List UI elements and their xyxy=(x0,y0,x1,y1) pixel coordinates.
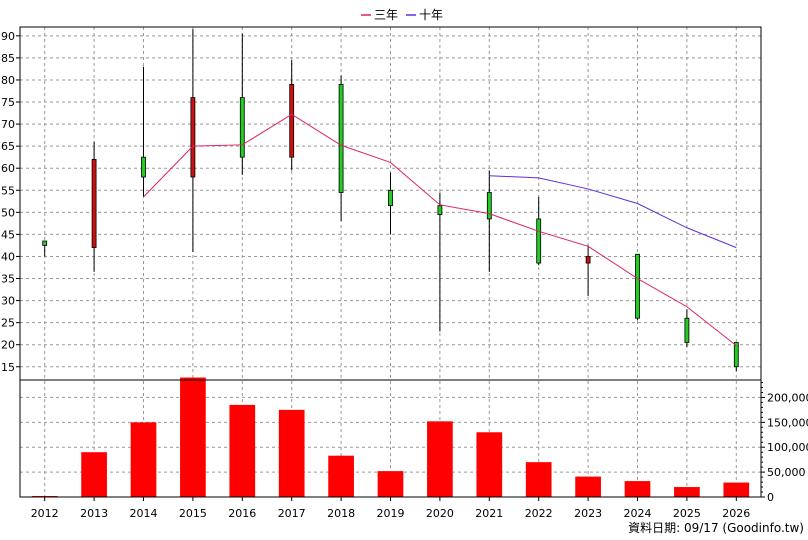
price-tick-label: 85 xyxy=(1,52,15,65)
candle-body xyxy=(42,240,48,246)
three-year-line xyxy=(143,113,737,346)
volume-bar xyxy=(130,422,157,497)
candle-body xyxy=(239,97,245,158)
candle-body xyxy=(585,256,591,264)
price-tick-label: 60 xyxy=(1,162,15,175)
volume-axis: 0 50,000 100,000 150,000 200,000 xyxy=(761,381,808,504)
volume-bar xyxy=(229,404,256,497)
x-tick-label: 2019 xyxy=(377,507,405,520)
price-tick-label: 50 xyxy=(1,206,15,219)
volume-bar xyxy=(180,377,206,497)
legend-label-three-year: 三年 xyxy=(374,8,398,22)
x-tick-label: 2023 xyxy=(574,507,602,520)
volume-tick-label: 50,000 xyxy=(767,466,806,479)
volume-bar xyxy=(278,409,305,497)
price-tick-label: 90 xyxy=(1,30,15,43)
candle-body xyxy=(486,192,492,220)
price-tick-label: 40 xyxy=(1,250,15,263)
volume-tick-label: 100,000 xyxy=(767,441,808,454)
price-tick-label: 75 xyxy=(1,96,15,109)
candle-body xyxy=(190,97,196,178)
candles xyxy=(42,29,739,372)
x-tick-label: 2021 xyxy=(475,507,503,520)
price-axis: 15 20 25 30 35 40 45 50 55 60 65 70 75 80 85 90 xyxy=(1,30,20,374)
x-tick-label: 2026 xyxy=(722,507,750,520)
price-tick-label: 35 xyxy=(1,273,15,286)
volume-bar xyxy=(328,455,354,497)
moving-average-lines xyxy=(143,113,737,346)
candle-body xyxy=(733,342,739,368)
candle-body xyxy=(635,253,640,319)
x-tick-label: 2013 xyxy=(80,507,108,520)
price-tick-label: 70 xyxy=(1,118,15,131)
x-tick-label: 2024 xyxy=(624,507,652,520)
volume-tick-label: 150,000 xyxy=(767,416,808,429)
x-tick-label: 2020 xyxy=(426,507,454,520)
volume-tick-label: 0 xyxy=(767,491,774,504)
volume-bar xyxy=(81,452,107,497)
x-tick-label: 2014 xyxy=(130,507,158,520)
legend-label-ten-year: 十年 xyxy=(419,8,443,22)
price-tick-label: 80 xyxy=(1,74,15,87)
x-tick-label: 2017 xyxy=(278,507,306,520)
candle-body xyxy=(289,83,295,158)
x-axis: 2012 2013 2014 2015 2016 2017 2018 2019 2020 2021… xyxy=(31,497,750,520)
x-tick-label: 2012 xyxy=(31,507,59,520)
volume-bar xyxy=(575,476,601,497)
candle-body xyxy=(437,205,443,215)
price-tick-label: 20 xyxy=(1,339,15,352)
candle-body xyxy=(141,156,146,178)
volume-bar xyxy=(525,462,552,497)
price-tick-label: 30 xyxy=(1,295,15,308)
candle-body xyxy=(338,83,344,193)
x-tick-label: 2016 xyxy=(228,507,256,520)
volume-bar xyxy=(674,487,700,497)
candle-body xyxy=(536,218,542,264)
candle-body xyxy=(91,158,97,249)
volume-tick-label: 200,000 xyxy=(767,391,808,404)
volume-bar xyxy=(476,432,503,497)
candle-body xyxy=(388,189,393,207)
volume-bar xyxy=(624,481,651,497)
ten-year-line xyxy=(489,175,737,249)
candle-body xyxy=(684,317,690,343)
x-tick-label: 2025 xyxy=(673,507,701,520)
volume-bar xyxy=(427,421,453,497)
x-tick-label: 2018 xyxy=(327,507,355,520)
volume-bar xyxy=(377,471,404,497)
price-tick-label: 15 xyxy=(1,361,15,374)
volume-bar xyxy=(723,482,750,497)
legend: 三年 十年 xyxy=(361,8,443,22)
price-tick-label: 45 xyxy=(1,228,15,241)
x-tick-label: 2022 xyxy=(525,507,553,520)
volume-bars xyxy=(31,377,750,497)
price-tick-label: 65 xyxy=(1,140,15,153)
x-tick-label: 2015 xyxy=(179,507,207,520)
price-tick-label: 55 xyxy=(1,184,15,197)
footer-date: 資料日期: 09/17 (Goodinfo.tw) xyxy=(628,521,804,535)
price-tick-label: 25 xyxy=(1,317,15,330)
volume-panel-frame xyxy=(19,379,762,498)
